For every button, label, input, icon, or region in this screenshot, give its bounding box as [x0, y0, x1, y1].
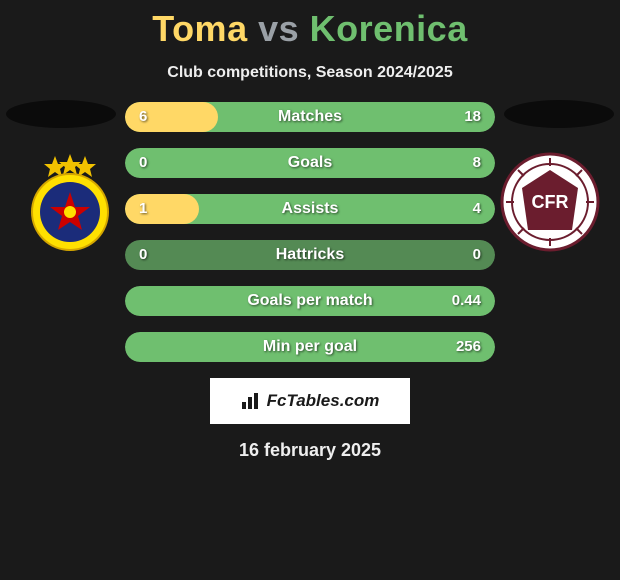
bar-label: Matches	[125, 102, 495, 132]
bar-value-right: 0.44	[452, 286, 481, 316]
bar-label: Goals per match	[125, 286, 495, 316]
stat-row: Assists1 4	[125, 194, 495, 224]
bar-label: Min per goal	[125, 332, 495, 362]
stat-bars: Matches618Goals08Assists14Hattricks00Goa…	[125, 100, 495, 362]
bar-value-right: 18	[464, 102, 481, 132]
bar-value-left: 0	[139, 148, 147, 178]
shadow-right	[504, 100, 614, 128]
crest-left-icon	[20, 152, 120, 252]
bar-value-right: 256	[456, 332, 481, 362]
date-text: 16 february 2025	[0, 440, 620, 461]
bar-value-left: 6	[139, 102, 147, 132]
bar-label: Assists	[125, 194, 495, 224]
stat-row: Goals0 8	[125, 148, 495, 178]
subtitle: Club competitions, Season 2024/2025	[0, 64, 620, 82]
bar-value-left: 1	[139, 194, 147, 224]
shadow-left	[6, 100, 116, 128]
bar-label: Goals	[125, 148, 495, 178]
bar-label: Hattricks	[125, 240, 495, 270]
team-crest-right: CFR	[500, 152, 600, 252]
chart-icon	[241, 392, 261, 410]
crest-right-icon: CFR	[500, 152, 600, 252]
bar-value-right: 8	[473, 148, 481, 178]
title-player1: Toma	[152, 8, 247, 49]
bar-value-right: 0	[473, 240, 481, 270]
team-crest-left	[20, 152, 120, 252]
title-player2: Korenica	[310, 8, 468, 49]
stat-row: Goals per match0.44	[125, 286, 495, 316]
attribution-text: FcTables.com	[267, 391, 380, 411]
title-vs: vs	[258, 8, 299, 49]
bar-value-left: 0	[139, 240, 147, 270]
stat-row: Hattricks0 0	[125, 240, 495, 270]
stat-row: Min per goal256	[125, 332, 495, 362]
attribution-badge: FcTables.com	[210, 378, 410, 424]
stat-row: Matches6 18	[125, 102, 495, 132]
bar-value-right: 4	[473, 194, 481, 224]
page-title: Toma vs Korenica	[0, 0, 620, 50]
svg-text:CFR: CFR	[532, 192, 569, 212]
main-content: CFR Matches618Goals08Assists14Hattricks0…	[0, 100, 620, 461]
